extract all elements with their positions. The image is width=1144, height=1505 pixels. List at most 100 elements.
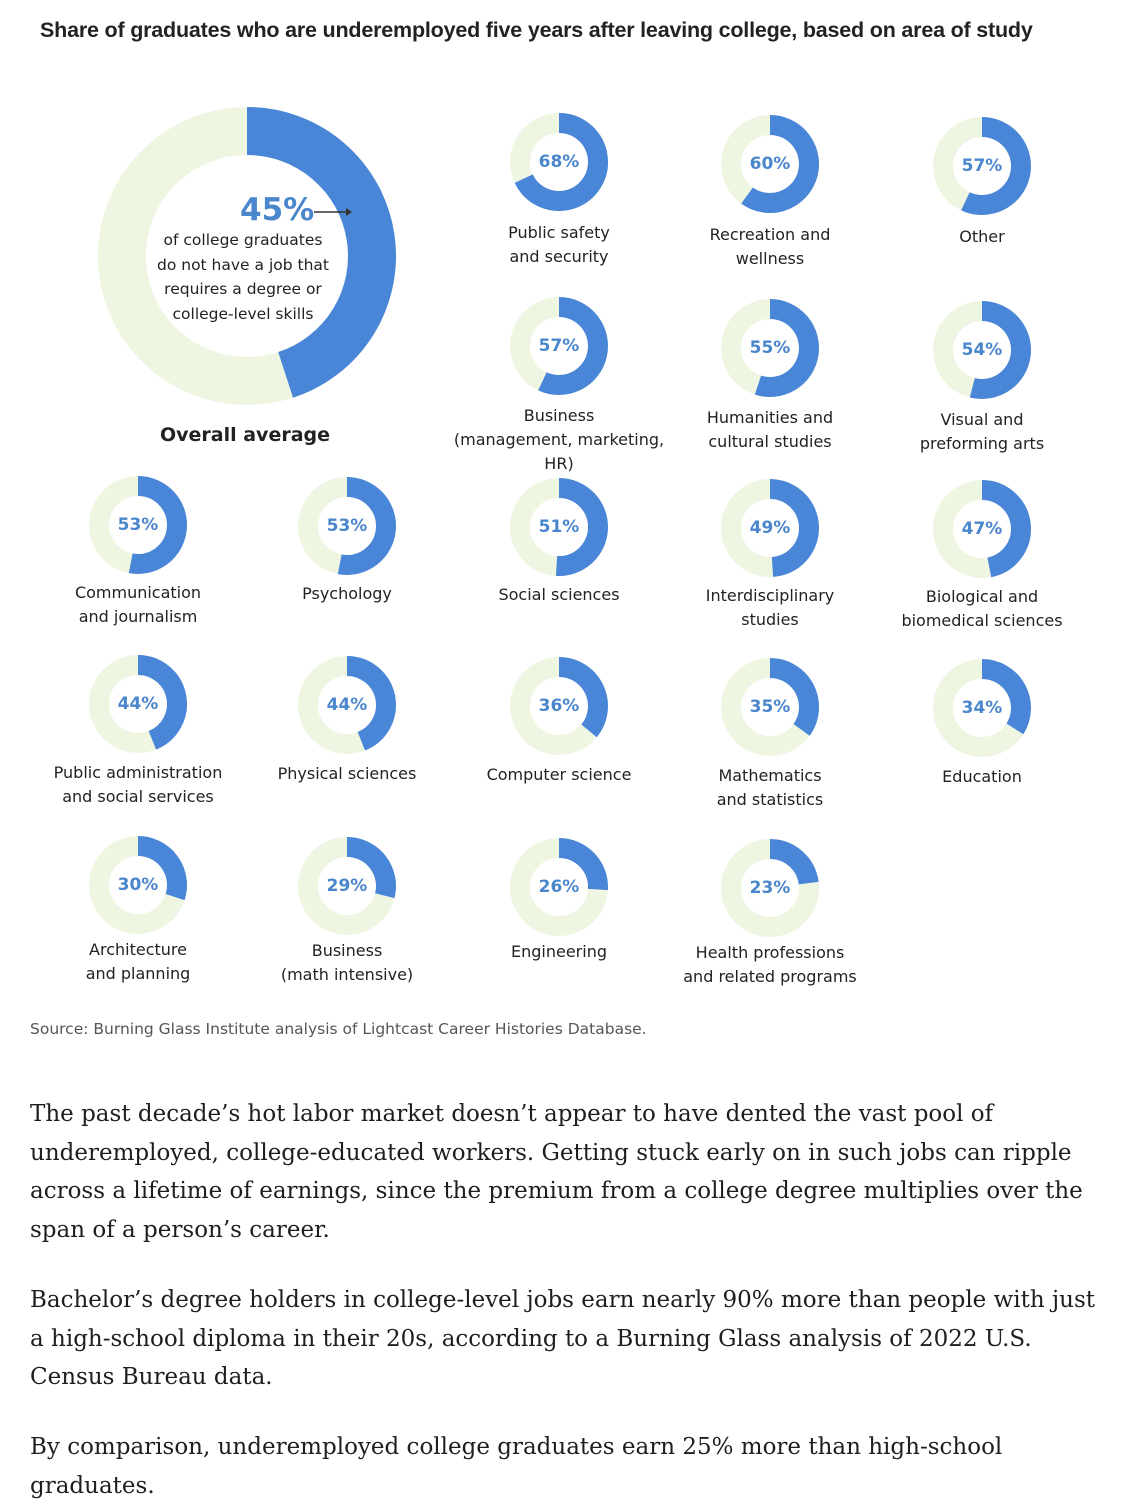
category-label: Public safety and security <box>508 223 610 266</box>
donut-arc <box>754 299 819 397</box>
donut-percent-label: 34% <box>961 698 1003 718</box>
donut-svg <box>721 115 819 213</box>
donut-percent-label: 53% <box>117 515 159 535</box>
donut-percent-label: 55% <box>749 338 791 358</box>
donut-arc <box>558 838 608 891</box>
category-label: Visual and preforming arts <box>919 410 1045 453</box>
donut-svg <box>89 836 187 934</box>
donut-svg <box>298 656 396 754</box>
donut-svg <box>298 477 396 575</box>
donut-arc <box>769 839 819 885</box>
overall-donut-arc <box>246 107 396 398</box>
overall-donut-svg <box>98 107 396 405</box>
donut-svg <box>510 113 608 211</box>
donut-svg <box>721 299 819 397</box>
donut-arc <box>769 479 819 577</box>
donut-arc <box>337 477 396 575</box>
donut-chart-grid: 45% of college graduates do not have a j… <box>53 107 1063 986</box>
category-donut: 36% <box>509 656 609 756</box>
donut-percent-label: 35% <box>749 697 791 717</box>
donut-percent-label: 54% <box>961 340 1003 360</box>
donut-percent-label: 29% <box>326 876 368 896</box>
donut-svg <box>933 301 1031 399</box>
donut-percent-label: 26% <box>538 877 580 897</box>
category-label: Business (management, marketing, HR) <box>453 406 665 473</box>
category-label: Mathematics and statistics <box>716 766 824 809</box>
overall-donut <box>98 107 396 405</box>
chart-title: Share of graduates who are underemployed… <box>40 18 1033 42</box>
body-paragraph-3: By comparison, underemployed college gra… <box>30 1434 1003 1499</box>
donut-percent-label: 36% <box>538 696 580 716</box>
donut-svg <box>510 478 608 576</box>
donut-arc <box>558 657 608 738</box>
donut-svg <box>933 117 1031 215</box>
donut-percent-label: 49% <box>749 518 791 538</box>
donut-percent-label: 53% <box>326 516 368 536</box>
source-note: Source: Burning Glass Institute analysis… <box>30 1020 647 1038</box>
donut-arc <box>514 113 608 211</box>
donut-svg <box>89 655 187 753</box>
donut-percent-label: 57% <box>538 336 580 356</box>
arrow-icon <box>314 208 352 216</box>
donut-percent-label: 44% <box>326 695 368 715</box>
category-label: Interdisciplinary studies <box>705 586 835 629</box>
category-label: Public administration and social service… <box>53 763 223 806</box>
donut-arc <box>961 117 1031 215</box>
donut-percent-label: 23% <box>749 878 791 898</box>
category-label: Computer science <box>486 765 632 784</box>
donut-arc <box>538 297 608 395</box>
category-label: Business (math intensive) <box>280 941 414 984</box>
donut-percent-label: 60% <box>749 154 791 174</box>
donut-arc <box>555 478 608 576</box>
donut-arc <box>346 837 396 899</box>
category-donut: 51% <box>509 477 609 577</box>
category-donut: 30% <box>88 835 188 935</box>
category-donut: 68% <box>509 112 609 212</box>
overall-label: Overall average <box>159 424 331 446</box>
body-paragraph-1: The past decade’s hot labor market doesn… <box>30 1101 1083 1243</box>
category-donut: 57% <box>932 116 1032 216</box>
category-label: Humanities and cultural studies <box>706 408 834 451</box>
category-label: Communication and journalism <box>74 583 202 626</box>
category-donut: 49% <box>720 478 820 578</box>
category-label: Health professions and related programs <box>683 943 857 986</box>
category-label: Engineering <box>511 942 607 961</box>
category-donut: 55% <box>720 298 820 398</box>
category-donut: 53% <box>297 476 397 576</box>
category-donut: 53% <box>88 475 188 575</box>
category-donut: 26% <box>509 837 609 937</box>
donut-svg <box>89 476 187 574</box>
category-label: Education <box>942 767 1022 786</box>
donut-arc <box>137 836 187 901</box>
donut-arc <box>969 301 1031 399</box>
category-donut: 44% <box>297 655 397 755</box>
category-donut: 57% <box>509 296 609 396</box>
category-donut: 29% <box>297 836 397 936</box>
donut-percent-label: 30% <box>117 875 159 895</box>
category-label: Other <box>959 227 1005 246</box>
donut-percent-label: 68% <box>538 152 580 172</box>
category-donut: 35% <box>720 657 820 757</box>
donut-svg <box>721 658 819 756</box>
overall-percent: 45% <box>240 192 315 228</box>
donut-percent-label: 51% <box>538 517 580 537</box>
overall-description: of college graduates do not have a job t… <box>157 231 329 323</box>
donut-arc <box>981 659 1031 735</box>
donut-arc <box>769 658 819 736</box>
category-label: Physical sciences <box>277 764 417 783</box>
donut-percent-label: 47% <box>961 519 1003 539</box>
donut-svg <box>933 480 1031 578</box>
donut-svg <box>510 838 608 936</box>
body-paragraph-2: Bachelor’s degree holders in college-lev… <box>30 1287 1095 1390</box>
donut-arc <box>981 480 1031 578</box>
category-donut: 47% <box>932 479 1032 579</box>
donut-svg <box>298 837 396 935</box>
donut-arc <box>137 655 187 750</box>
category-label: Architecture and planning <box>85 940 191 983</box>
category-label: Recreation and wellness <box>709 225 831 268</box>
category-donut: 34% <box>932 658 1032 758</box>
donut-percent-label: 57% <box>961 156 1003 176</box>
category-label: Psychology <box>302 584 392 603</box>
category-label: Biological and biomedical sciences <box>901 587 1063 630</box>
donut-svg <box>510 657 608 755</box>
